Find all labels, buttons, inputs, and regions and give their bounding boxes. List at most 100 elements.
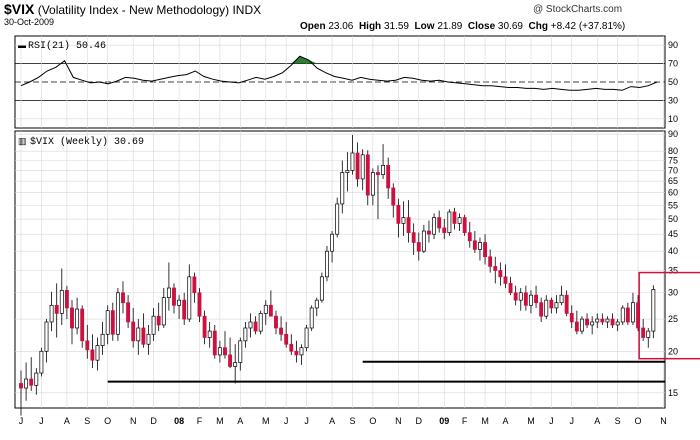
x-tick-14: A [329, 416, 335, 426]
candle-2 [29, 357, 34, 391]
candle-body [39, 350, 44, 374]
x-tick-2: A [64, 416, 70, 426]
ticker-symbol: $VIX [4, 1, 35, 17]
x-tick-15: S [349, 416, 355, 426]
candle-body [493, 266, 498, 271]
candle-50 [274, 310, 278, 335]
candle-body [396, 204, 401, 224]
candle-18 [110, 302, 115, 341]
candle-body [641, 327, 646, 338]
candle-60 [325, 245, 329, 282]
chg-value: +8.42 (+37.81%) [550, 21, 626, 32]
candle-body [605, 318, 610, 323]
candle-body [631, 302, 635, 323]
x-tick-28: O [635, 416, 642, 426]
candle-body [462, 217, 467, 233]
candle-body [401, 217, 406, 224]
candle-body [34, 372, 39, 386]
candle-32 [182, 292, 187, 325]
candle-body [309, 307, 314, 329]
candle-body [467, 232, 472, 242]
candle-107 [564, 290, 569, 317]
candle-body [29, 378, 34, 386]
candle-75 [401, 201, 406, 236]
candle-11 [75, 297, 80, 335]
candle-109 [574, 310, 579, 335]
candle-body [534, 294, 538, 304]
candle-91 [483, 234, 487, 265]
candle-body [182, 299, 187, 320]
candle-body [610, 318, 615, 326]
candle-body [360, 154, 365, 180]
rsi-panel: 10 30 50 70 90 RSI(21) 50.46 ▬ [14, 35, 678, 129]
price-tick-50: 50 [668, 214, 678, 224]
candle-46 [253, 316, 258, 335]
candle-123 [646, 327, 651, 348]
candlesticks [19, 134, 656, 416]
candle-body [110, 310, 115, 335]
candle-95 [503, 264, 508, 289]
candle-body [217, 347, 222, 356]
candle-38 [212, 324, 217, 359]
candle-body [325, 250, 329, 278]
candle-body [299, 347, 304, 356]
price-tick-45: 45 [668, 229, 678, 239]
x-tick-19: 09 [439, 416, 449, 426]
candle-body [304, 327, 309, 349]
candle-body [590, 321, 595, 326]
candle-body [457, 217, 462, 224]
candle-30 [172, 283, 176, 314]
candle-72 [386, 157, 391, 199]
candle-body [559, 294, 564, 304]
price-tick-70: 70 [668, 165, 678, 175]
price-legend: $VIX (Weekly) 30.69 [30, 136, 144, 148]
candle-body [238, 340, 243, 363]
candle-53 [289, 334, 294, 355]
x-tick-3: S [84, 416, 90, 426]
candle-26 [151, 307, 156, 341]
candle-85 [452, 207, 457, 230]
candle-body [100, 333, 105, 346]
x-tick-23: M [527, 416, 535, 426]
price-tick-20: 20 [668, 346, 678, 356]
candle-body [146, 333, 151, 345]
rsi-tick-labels: 10 30 50 70 90 [668, 40, 678, 124]
candle-93 [493, 256, 498, 284]
price-legend-icon: ▥ [18, 136, 27, 146]
candle-51 [279, 316, 284, 341]
candle-body [95, 345, 100, 361]
candle-body [421, 230, 426, 252]
candle-body [207, 330, 212, 338]
candle-body [600, 318, 605, 323]
x-tick-25: J [570, 416, 575, 426]
candle-0 [19, 370, 23, 416]
candle-body [192, 276, 197, 294]
candle-body [386, 165, 391, 189]
x-tick-21: M [481, 416, 489, 426]
stockcharts-watermark: @ StockCharts.com [533, 4, 623, 15]
candle-body [202, 315, 207, 338]
candle-25 [146, 324, 151, 355]
candle-110 [580, 316, 584, 335]
candle-body [197, 292, 202, 317]
candle-body [620, 307, 625, 323]
x-tick-18: D [416, 416, 423, 426]
candle-body [411, 232, 416, 243]
candle-5 [44, 319, 49, 363]
rsi-tick-70: 70 [668, 59, 678, 69]
candle-body [564, 294, 569, 314]
candle-body [335, 203, 340, 235]
candle-body [437, 217, 442, 229]
candle-body [370, 172, 375, 196]
candle-102 [539, 297, 544, 322]
rsi-tick-50: 50 [668, 77, 678, 87]
candle-body [554, 302, 559, 309]
candle-122 [641, 319, 646, 341]
x-tick-27: S [615, 416, 621, 426]
candle-92 [488, 249, 493, 273]
candle-17 [105, 305, 110, 345]
candle-body [478, 242, 482, 250]
candle-61 [330, 231, 335, 263]
candle-body [569, 313, 574, 323]
